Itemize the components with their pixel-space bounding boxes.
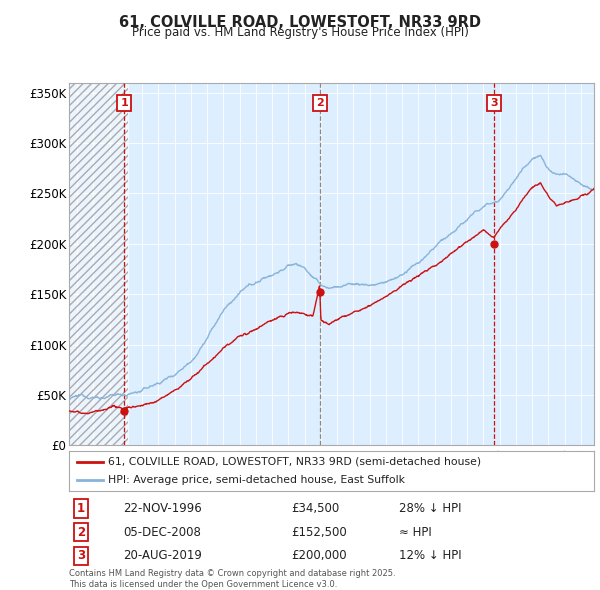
Text: 61, COLVILLE ROAD, LOWESTOFT, NR33 9RD (semi-detached house): 61, COLVILLE ROAD, LOWESTOFT, NR33 9RD (… xyxy=(109,457,482,467)
Text: HPI: Average price, semi-detached house, East Suffolk: HPI: Average price, semi-detached house,… xyxy=(109,475,406,485)
Text: £152,500: £152,500 xyxy=(291,526,347,539)
Text: 1: 1 xyxy=(77,502,85,515)
Text: 3: 3 xyxy=(490,98,497,108)
Text: Contains HM Land Registry data © Crown copyright and database right 2025.
This d: Contains HM Land Registry data © Crown c… xyxy=(69,569,395,589)
Text: Price paid vs. HM Land Registry's House Price Index (HPI): Price paid vs. HM Land Registry's House … xyxy=(131,26,469,39)
Text: 61, COLVILLE ROAD, LOWESTOFT, NR33 9RD: 61, COLVILLE ROAD, LOWESTOFT, NR33 9RD xyxy=(119,15,481,30)
Text: 12% ↓ HPI: 12% ↓ HPI xyxy=(399,549,461,562)
Text: 3: 3 xyxy=(77,549,85,562)
Text: £34,500: £34,500 xyxy=(291,502,339,515)
Bar xyxy=(69,83,128,445)
Text: 2: 2 xyxy=(77,526,85,539)
Text: 2: 2 xyxy=(316,98,323,108)
Text: 05-DEC-2008: 05-DEC-2008 xyxy=(123,526,201,539)
Text: £200,000: £200,000 xyxy=(291,549,347,562)
Text: 1: 1 xyxy=(121,98,128,108)
Bar xyxy=(69,83,128,445)
Text: 20-AUG-2019: 20-AUG-2019 xyxy=(123,549,202,562)
Text: 22-NOV-1996: 22-NOV-1996 xyxy=(123,502,202,515)
Text: 28% ↓ HPI: 28% ↓ HPI xyxy=(399,502,461,515)
Text: ≈ HPI: ≈ HPI xyxy=(399,526,432,539)
